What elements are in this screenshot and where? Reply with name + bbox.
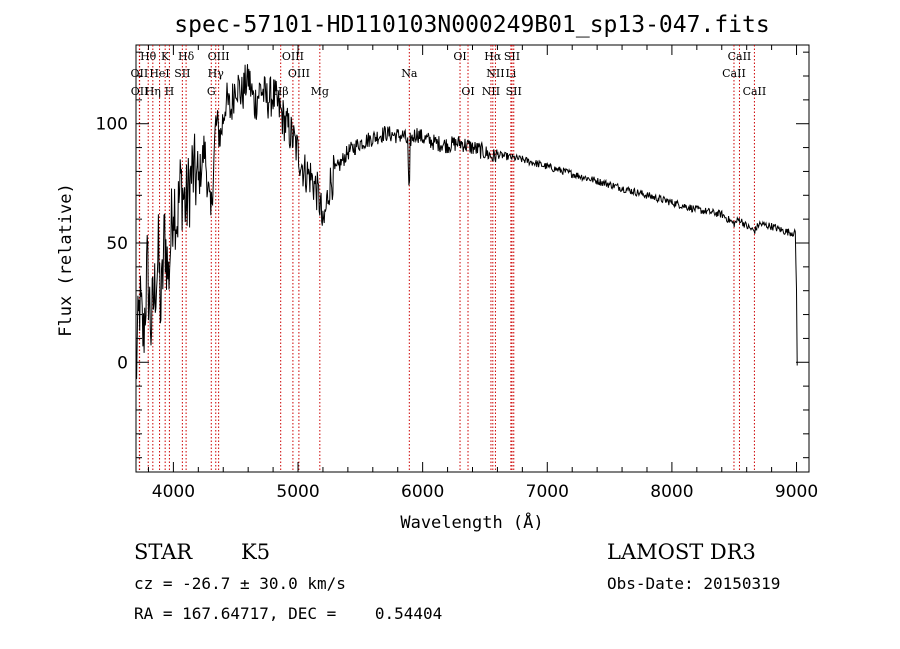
redshift-value: cz = -26.7 ± 30.0 km/s bbox=[134, 574, 346, 593]
line-label-7: SII bbox=[504, 50, 520, 63]
line-label-9: OII bbox=[131, 67, 149, 80]
x-tick-label: 5000 bbox=[276, 482, 319, 502]
line-label-2: Hδ bbox=[178, 50, 195, 63]
line-markers bbox=[138, 45, 755, 472]
line-label-19: Hη bbox=[145, 85, 161, 98]
x-tick-label: 7000 bbox=[526, 482, 569, 502]
line-label-1: K bbox=[161, 50, 170, 63]
subclass: K5 bbox=[241, 540, 270, 564]
line-label-18: OII bbox=[131, 85, 149, 98]
line-label-5: OI bbox=[453, 50, 466, 63]
x-tick-label: 6000 bbox=[401, 482, 444, 502]
y-tick-labels: 0 50 100 bbox=[96, 115, 128, 374]
line-label-4: OIII bbox=[282, 50, 304, 63]
chart-title: spec-57101-HD110103N000249B01_sp13-047.f… bbox=[174, 12, 769, 38]
line-label-24: OI bbox=[461, 85, 474, 98]
x-axis-label: Wavelength (Å) bbox=[400, 511, 543, 533]
x-tick-label: 9000 bbox=[775, 482, 818, 502]
x-tick-labels: 4000 5000 6000 7000 8000 9000 bbox=[152, 482, 818, 502]
plot-frame bbox=[135, 44, 810, 473]
y-axis-label: Flux (relative) bbox=[56, 183, 76, 337]
line-label-10: HeI bbox=[149, 67, 169, 80]
spectrum-line bbox=[135, 64, 798, 380]
line-label-11: SII bbox=[174, 67, 190, 80]
line-label-23: Mg bbox=[311, 85, 329, 98]
x-tick-label: 4000 bbox=[152, 482, 195, 502]
y-tick-label: 0 bbox=[117, 353, 128, 373]
coordinates: RA = 167.64717, DEC = 0.54404 bbox=[134, 604, 442, 623]
line-label-13: OIII bbox=[288, 67, 310, 80]
line-label-21: G bbox=[207, 85, 216, 98]
x-tick-label: 8000 bbox=[650, 482, 693, 502]
object-class: STAR bbox=[134, 540, 193, 564]
axis-ticks bbox=[136, 45, 809, 472]
y-tick-label: 50 bbox=[106, 234, 128, 254]
y-tick-label: 100 bbox=[96, 115, 128, 135]
line-label-16: Li bbox=[505, 67, 516, 80]
observation-date: Obs-Date: 20150319 bbox=[607, 574, 780, 593]
line-label-8: CaII bbox=[728, 50, 752, 63]
line-label-12: Hγ bbox=[208, 67, 225, 80]
line-label-0: Hθ bbox=[140, 50, 157, 63]
line-label-14: Na bbox=[401, 67, 418, 80]
line-label-15: NII bbox=[486, 67, 504, 80]
line-label-6: Hα bbox=[484, 50, 502, 63]
line-label-25: NII bbox=[482, 85, 500, 98]
line-label-17: CaII bbox=[722, 67, 746, 80]
line-label-26: SII bbox=[506, 85, 522, 98]
line-label-20: H bbox=[165, 85, 175, 98]
line-label-3: OIII bbox=[208, 50, 230, 63]
survey-name: LAMOST DR3 bbox=[607, 540, 756, 564]
line-label-27: CaII bbox=[743, 85, 767, 98]
